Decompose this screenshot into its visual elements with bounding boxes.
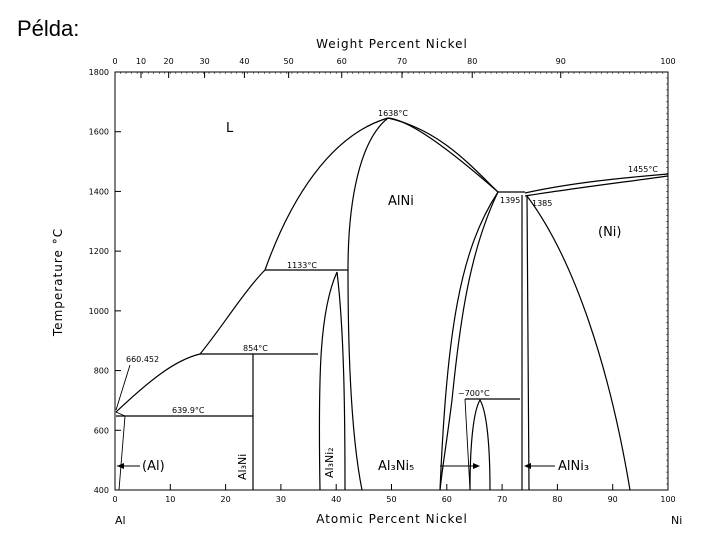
- alni3-liquidus-left: [439, 191, 499, 491]
- solidus-ni-side: [524, 175, 669, 197]
- temp-1385: 1385: [532, 199, 552, 208]
- y-tick-label: 1200: [89, 247, 109, 256]
- al-arrow-head: [117, 463, 124, 469]
- x-tick-label: 80: [552, 495, 562, 504]
- x-tick-label: 20: [221, 495, 231, 504]
- ni-solvus: [526, 195, 631, 491]
- x-tick-label: 100: [660, 495, 675, 504]
- right-element-label: Ni: [671, 514, 682, 527]
- phase-alni: AlNi: [388, 194, 414, 209]
- temp-al3ni5: ~700°C: [458, 389, 490, 398]
- weight-tick-label: 90: [556, 57, 566, 66]
- weight-tick-label: 60: [337, 57, 347, 66]
- al3ni2-right-boundary: [336, 271, 346, 491]
- weight-tick-label: 30: [199, 57, 209, 66]
- temp-al-melt: 660.452: [126, 355, 159, 364]
- temp-854: 854°C: [243, 344, 268, 353]
- x-axis-weight-ticks: 0 10 20 30 40 50 60 70 80 90 100: [112, 57, 676, 78]
- x-tick-label: 90: [608, 495, 618, 504]
- x-tick-label: 30: [276, 495, 286, 504]
- weight-tick-label: 40: [239, 57, 249, 66]
- al-solvus: [115, 411, 126, 491]
- liquidus-al-side: [115, 353, 201, 413]
- y-tick-label: 1600: [89, 128, 109, 137]
- phase-al3ni2: Al₃Ni₂: [323, 447, 336, 478]
- alni-right-boundary: [387, 117, 499, 491]
- temp-1395: 1395: [500, 196, 520, 205]
- temp-eutectic: 639.9°C: [172, 406, 205, 415]
- temp-ni-melt: 1455°C: [628, 165, 658, 174]
- phase-al3ni5: Al₃Ni₅: [378, 459, 414, 474]
- y-tick-label: 600: [94, 426, 109, 435]
- phase-ni: (Ni): [598, 225, 621, 240]
- slide-title: Példa:: [17, 16, 80, 41]
- temp-alni-max: 1638°C: [378, 109, 408, 118]
- right-axis-ticks: [666, 71, 668, 491]
- x-tick-label: 70: [497, 495, 507, 504]
- x-axis-atomic-ticks: 0 10 20 30 40 50 60 70 80 90 100: [112, 484, 676, 504]
- weight-tick-label: 100: [660, 57, 675, 66]
- bottom-axis-title: Atomic Percent Nickel: [316, 512, 468, 526]
- top-axis-title: Weight Percent Nickel: [316, 37, 468, 51]
- alni3-right-boundary: [526, 195, 530, 491]
- liquidus-ni-side: [524, 173, 669, 194]
- y-axis-ticks: 1800 1600 1400 1200 1000 800 600 400: [89, 68, 121, 495]
- alni-left-boundary: [347, 117, 389, 491]
- x-tick-label: 60: [442, 495, 452, 504]
- left-element-label: Al: [115, 514, 126, 527]
- al3ni5-arrow-head: [473, 463, 480, 469]
- y-tick-label: 1800: [89, 68, 109, 77]
- liquidus-alni-right: [387, 117, 499, 193]
- phase-al: (Al): [142, 459, 165, 474]
- weight-tick-label: 70: [397, 57, 407, 66]
- plot-frame: [114, 71, 669, 491]
- liquidus-al3ni-al3ni2: [199, 269, 266, 355]
- weight-tick-label: 80: [467, 57, 477, 66]
- liquidus-alni: [264, 117, 389, 271]
- left-axis-title: Temperature °C: [51, 228, 65, 337]
- al3ni5-left-leg: [464, 398, 471, 491]
- x-tick-label: 10: [165, 495, 175, 504]
- y-tick-label: 1400: [89, 187, 109, 196]
- weight-tick-label: 50: [284, 57, 294, 66]
- y-tick-label: 800: [94, 367, 109, 376]
- phase-alni3: AlNi₃: [558, 459, 589, 474]
- al3ni5-dome: [469, 398, 491, 491]
- y-tick-label: 1000: [89, 307, 109, 316]
- alni3-arrow-head: [524, 463, 531, 469]
- x-tick-label: 0: [112, 495, 117, 504]
- al-melt-pointer: [115, 364, 131, 411]
- al3ni2-left-boundary: [318, 271, 338, 491]
- x-tick-label: 50: [386, 495, 396, 504]
- x-tick-label: 40: [331, 495, 341, 504]
- weight-tick-label: 0: [112, 57, 117, 66]
- y-tick-label: 400: [94, 486, 109, 495]
- weight-tick-label: 10: [136, 57, 146, 66]
- weight-tick-label: 20: [164, 57, 174, 66]
- phase-liquid: L: [226, 121, 234, 136]
- temp-1133: 1133°C: [287, 261, 317, 270]
- phase-al3ni: Al₃Ni: [236, 454, 249, 480]
